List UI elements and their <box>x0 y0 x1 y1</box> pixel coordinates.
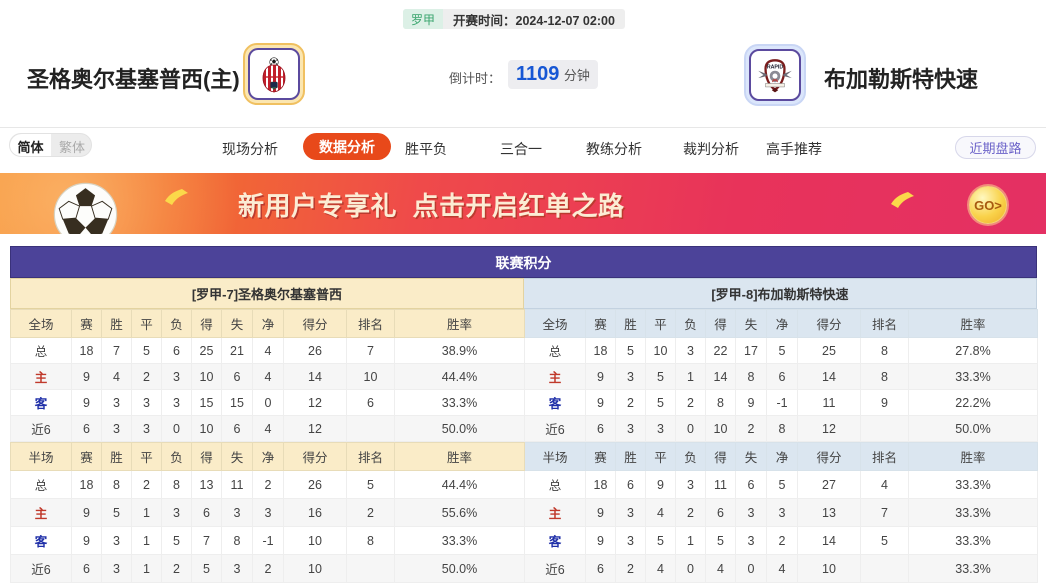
svg-text:RAPID: RAPID <box>767 65 784 71</box>
